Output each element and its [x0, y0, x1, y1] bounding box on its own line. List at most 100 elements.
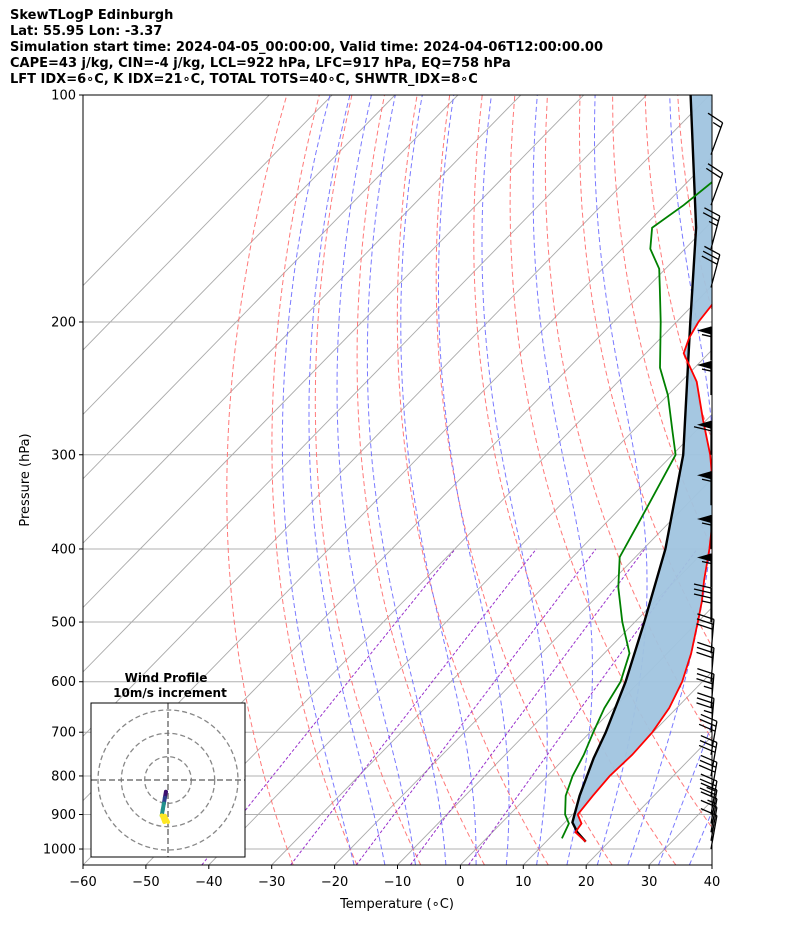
- barb-full: [696, 618, 714, 625]
- temperature-tick-label: −10: [384, 875, 411, 890]
- temperature-tick-label: −20: [321, 875, 348, 890]
- moist-adiabat-line: [281, 95, 355, 865]
- dewpoint-profile-line: [561, 181, 712, 839]
- hodograph-frame: [90, 702, 246, 858]
- isotherm-line: [208, 349, 712, 865]
- moist-adiabat-line: [366, 95, 447, 865]
- mixing-ratio-line: [409, 548, 646, 865]
- temperature-tick-label: −60: [69, 875, 96, 890]
- barb-half: [706, 786, 716, 792]
- pressure-tick-label: 200: [51, 315, 76, 330]
- barb-flag: [697, 514, 711, 523]
- dry-adiabat-line: [356, 95, 485, 865]
- temperature-tick-label: −30: [258, 875, 285, 890]
- barb-full: [700, 734, 718, 744]
- hodograph-inset: Wind Profile 10m/s increment: [90, 671, 246, 858]
- wind-barb: [707, 112, 724, 155]
- barb-full: [699, 739, 717, 748]
- temperature-tick-label: 40: [704, 875, 721, 890]
- barb-full: [693, 583, 712, 589]
- wind-barb: [697, 471, 712, 506]
- barb-full: [696, 651, 714, 659]
- barb-full: [707, 163, 723, 174]
- dry-adiabat-line: [473, 95, 677, 865]
- barb-flag: [697, 326, 711, 335]
- moist-adiabat-line: [336, 95, 416, 865]
- barb-full: [700, 782, 718, 791]
- barb-half: [701, 522, 712, 526]
- temperature-tick-label: 30: [641, 875, 658, 890]
- isotherm-line: [83, 95, 647, 673]
- barb-staff: [710, 173, 724, 206]
- cape-shading: [572, 95, 712, 841]
- pressure-tick-label: 1000: [43, 843, 76, 858]
- hodograph-title: Wind Profile: [125, 671, 208, 685]
- pressure-tick-label: 300: [51, 448, 76, 463]
- barb-full: [696, 697, 714, 704]
- isotherm-line: [397, 542, 712, 865]
- barb-full: [699, 718, 717, 727]
- wind-barb: [697, 326, 712, 361]
- pressure-tick-label: 900: [51, 808, 76, 823]
- wind-barb: [697, 553, 712, 588]
- barb-full: [702, 212, 719, 222]
- y-axis-label: Pressure (hPa): [18, 433, 33, 526]
- parcel-profile-line: [571, 95, 698, 843]
- moist-adiabat-line: [308, 95, 386, 865]
- parameters-line-2: LFT IDX=6∘C, K IDX=21∘C, TOTAL TOTS=40∘C…: [10, 72, 478, 87]
- barb-flag: [697, 471, 711, 480]
- moist-adiabat-line: [438, 95, 510, 865]
- barb-full: [705, 167, 722, 179]
- barb-half: [708, 220, 718, 227]
- wind-barb: [705, 163, 724, 206]
- isotherm-line: [83, 95, 459, 480]
- moist-adiabat-line: [400, 95, 477, 865]
- x-axis-label: Temperature (∘C): [339, 897, 454, 912]
- mixing-ratio-line: [355, 548, 597, 865]
- barb-flag: [697, 361, 711, 370]
- pressure-tick-label: 100: [51, 89, 76, 104]
- dry-adiabat-line: [226, 95, 294, 865]
- temperature-tick-label: 20: [578, 875, 595, 890]
- wind-barb: [697, 514, 712, 549]
- temperature-tick-label: −40: [195, 875, 222, 890]
- pressure-tick-label: 500: [51, 616, 76, 631]
- dry-adiabat-line: [509, 95, 712, 829]
- parameters-line-1: CAPE=43 j/kg, CIN=-4 j/kg, LCL=922 hPa, …: [10, 56, 511, 71]
- temperature-profile-line: [574, 303, 712, 843]
- temperature-tick-label: −50: [132, 875, 159, 890]
- isotherm-line: [83, 95, 522, 544]
- moist-adiabat-line: [594, 95, 648, 865]
- time-line: Simulation start time: 2024-04-05_00:00:…: [10, 40, 603, 55]
- barb-flag: [697, 420, 711, 429]
- pressure-tick-label: 800: [51, 769, 76, 784]
- barb-full: [699, 787, 717, 796]
- barb-full: [700, 713, 718, 722]
- pressure-tick-label: 600: [51, 675, 76, 690]
- barb-full: [693, 588, 712, 594]
- location-line: Lat: 55.95 Lon: -3.37: [10, 24, 163, 39]
- dry-adiabat-line: [709, 95, 712, 118]
- chart-header: SkewTLogP Edinburgh Lat: 55.95 Lon: -3.3…: [10, 8, 603, 88]
- wind-barb: [693, 583, 712, 623]
- temperature-axis: −60 −50 −40 −30 −20 −10 0 10 20 30 40: [69, 865, 720, 890]
- barb-full: [697, 692, 715, 699]
- dry-adiabat-line: [271, 95, 358, 865]
- barb-flag: [697, 553, 711, 562]
- wind-barb: [696, 692, 715, 733]
- dry-adiabat-line: [578, 95, 712, 648]
- isotherm-line: [711, 864, 712, 865]
- isotherm-line: [83, 95, 270, 287]
- barb-full: [693, 426, 712, 432]
- moist-adiabat-line: [658, 722, 712, 865]
- barb-half: [703, 685, 713, 690]
- dry-adiabat-line: [743, 95, 794, 865]
- hodograph-trace-segment: [162, 813, 170, 825]
- barb-half: [712, 121, 722, 129]
- barb-full: [707, 112, 723, 124]
- isotherm-line: [83, 95, 396, 415]
- barb-staff: [710, 122, 724, 155]
- isotherm-line: [83, 95, 585, 609]
- barb-full: [696, 623, 714, 630]
